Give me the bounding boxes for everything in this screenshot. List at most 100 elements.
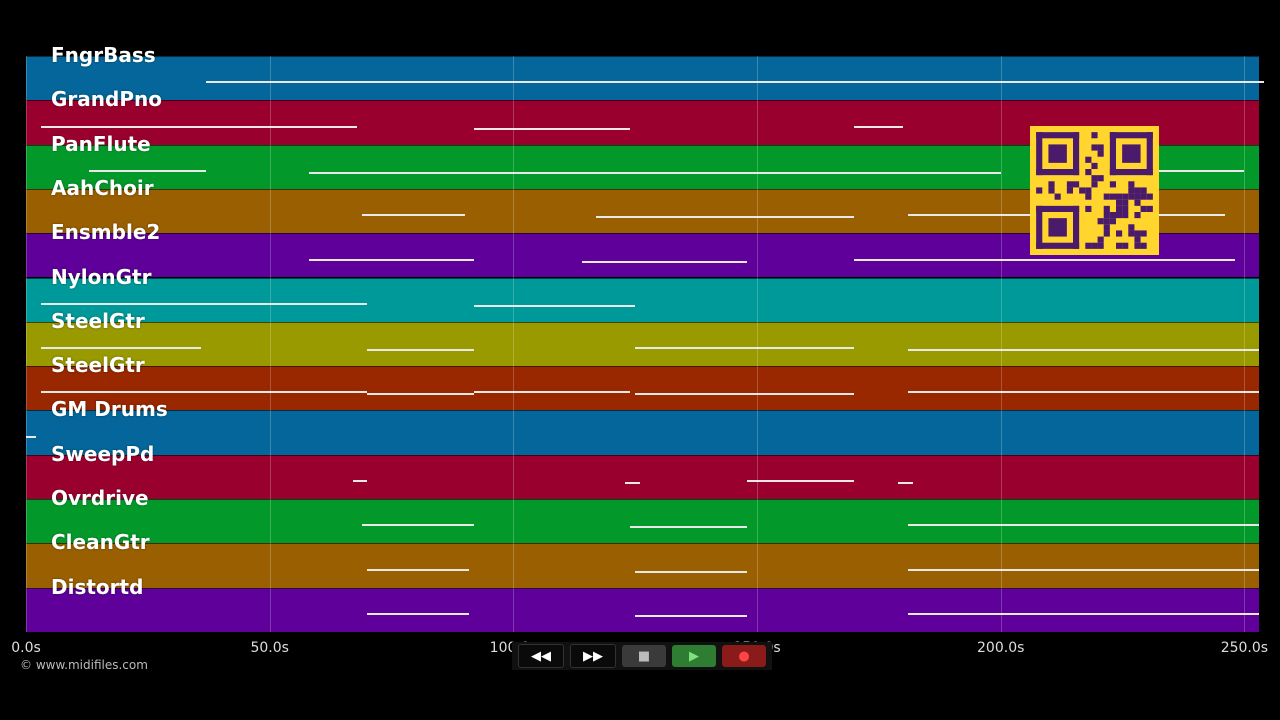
qr-module [1109,169,1153,176]
gridline [1244,56,1246,632]
track-lane [26,56,1264,101]
track-lane [26,277,1259,322]
rewind-icon: ◀◀ [531,648,551,664]
qr-module [1085,205,1092,212]
qr-module [1097,175,1104,182]
track-label[interactable]: PanFlute [51,131,151,156]
qr-module [1122,205,1129,212]
note-segment [40,347,202,350]
qr-module [1073,132,1080,176]
qr-module [1128,230,1135,237]
note-segment [352,480,368,483]
qr-module [1097,236,1104,243]
note-segment [635,570,748,573]
qr-module [1048,181,1055,188]
copyright-text: © www.midifiles.com [20,658,148,672]
note-segment [89,169,207,172]
rewind-button[interactable]: ◀◀ [518,644,564,668]
play-icon: ▶ [689,648,699,664]
track-label[interactable]: SteelGtr [51,308,145,333]
note-segment [635,614,748,617]
note-segment [362,214,465,217]
qr-module [1097,242,1104,249]
time-tick-label: 250.0s [1220,640,1269,656]
qr-module [1048,144,1067,163]
time-tick-label: 0.0s [11,640,41,656]
track-label[interactable]: AahChoir [51,175,154,200]
note-segment [362,524,475,527]
gridline [26,56,27,632]
qr-module [1116,205,1123,212]
qr-module [1134,242,1141,249]
qr-module [1134,187,1141,194]
note-segment [308,171,1001,174]
qr-module [1128,181,1135,188]
qr-module [1066,187,1073,194]
track-label[interactable]: FngrBass [51,43,156,67]
track-label[interactable]: GM Drums [51,397,168,422]
note-segment [625,482,641,485]
qr-module [1085,242,1092,249]
note-segment [367,568,470,571]
stop-button[interactable]: ■ [622,645,666,667]
qr-module [1109,193,1116,200]
record-icon: ● [738,648,750,664]
qr-module [1091,132,1098,139]
qr-module [1109,132,1153,139]
qr-module [1134,212,1141,219]
qr-module [1048,218,1067,237]
note-segment [308,258,475,261]
qr-module [1146,132,1153,176]
track-lane [26,321,1259,367]
qr-module [1073,205,1080,249]
qr-module [1109,218,1116,225]
qr-module [1103,212,1110,219]
qr-module [1140,205,1147,212]
qr-module [1091,162,1098,169]
gridline [269,56,271,632]
qr-module [1036,242,1080,249]
track-label[interactable]: NylonGtr [51,264,152,289]
note-segment [474,127,631,130]
qr-module [1134,230,1141,237]
record-button[interactable]: ● [722,645,766,667]
qr-module [1109,181,1116,188]
track-label[interactable]: CleanGtr [51,530,150,555]
transport-bar: ◀◀ ▶▶ ■ ▶ ● [512,642,772,670]
qr-module [1122,193,1129,200]
track-label[interactable]: Distortd [51,574,144,599]
qr-code[interactable] [1030,126,1159,255]
gridline [757,56,759,632]
qr-module [1091,175,1098,182]
qr-module [1109,132,1116,176]
qr-module [1085,193,1092,200]
qr-module [1103,218,1110,225]
note-segment [581,260,748,263]
play-button[interactable]: ▶ [672,645,716,667]
qr-module [1122,199,1129,206]
qr-module [1036,205,1080,212]
qr-module [1036,187,1043,194]
qr-module [1146,193,1153,200]
qr-code-graphic [1036,132,1153,249]
note-segment [1073,169,1245,172]
qr-module [1122,144,1141,163]
track-lane [26,499,1259,544]
qr-module [1103,193,1110,200]
note-segment [40,391,368,394]
qr-module [1073,181,1080,188]
note-segment [596,216,855,219]
track-label[interactable]: Ovrdrive [51,486,149,510]
note-segment [26,435,36,438]
qr-module [1116,212,1123,219]
track-label[interactable]: Ensmble2 [51,220,161,245]
track-label[interactable]: SweepPd [51,441,155,466]
note-segment [474,391,631,394]
fast-forward-button[interactable]: ▶▶ [570,644,616,668]
time-tick-label: 200.0s [977,640,1025,656]
track-label[interactable]: GrandPno [51,87,162,112]
qr-module [1134,199,1141,206]
track-label[interactable]: SteelGtr [51,353,145,378]
fast-forward-icon: ▶▶ [583,648,603,664]
qr-module [1116,242,1123,249]
